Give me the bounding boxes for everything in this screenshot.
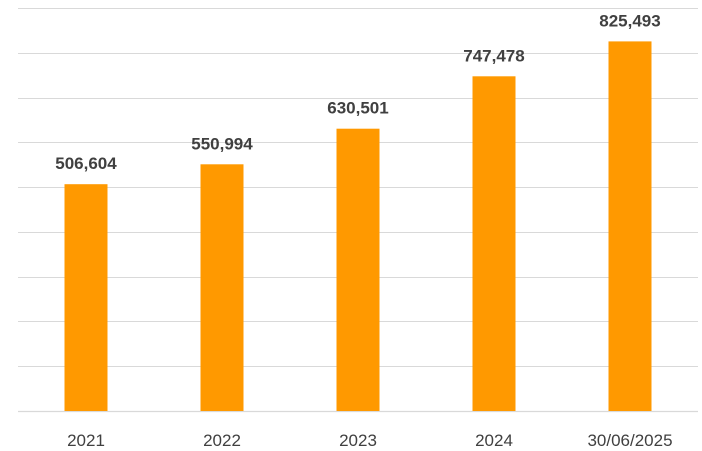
bar-1 <box>200 164 244 411</box>
x-tick-label-4: 30/06/2025 <box>587 431 672 450</box>
data-label-4: 825,493 <box>599 11 660 30</box>
x-tick-label-2: 2023 <box>339 431 377 450</box>
data-labels: 506,604 550,994 630,501 747,478 825,493 <box>55 11 660 173</box>
bar-2 <box>336 128 380 411</box>
data-label-3: 747,478 <box>463 46 524 65</box>
x-tick-label-1: 2022 <box>203 431 241 450</box>
bar-0 <box>64 184 108 411</box>
data-label-2: 630,501 <box>327 99 388 118</box>
bars <box>64 41 652 412</box>
data-label-1: 550,994 <box>191 134 253 153</box>
x-tick-label-0: 2021 <box>67 431 105 450</box>
x-tick-label-3: 2024 <box>475 431 513 450</box>
bar-4 <box>608 41 652 412</box>
x-tick-labels: 2021 2022 2023 2024 30/06/2025 <box>67 431 672 450</box>
data-label-0: 506,604 <box>55 154 117 173</box>
bar-3 <box>472 76 516 412</box>
